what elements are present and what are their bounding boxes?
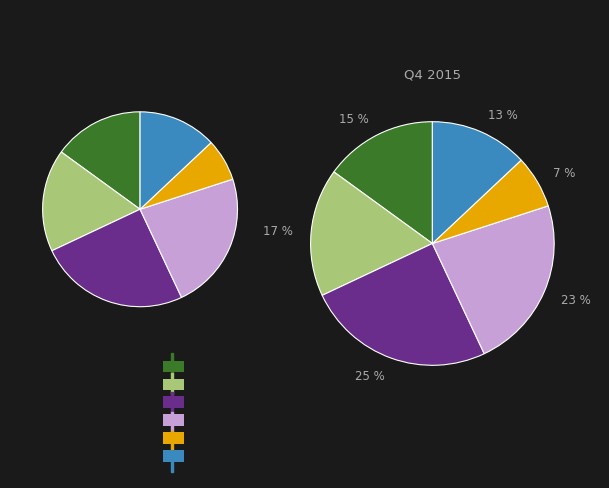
Text: 15 %: 15 % <box>339 113 369 126</box>
Title: Q4 2015: Q4 2015 <box>404 68 461 81</box>
Bar <box>171 451 173 472</box>
Wedge shape <box>334 122 432 244</box>
FancyBboxPatch shape <box>163 397 185 408</box>
Wedge shape <box>62 113 140 210</box>
Text: 17 %: 17 % <box>263 224 293 237</box>
Wedge shape <box>432 122 521 244</box>
FancyBboxPatch shape <box>163 361 185 373</box>
Wedge shape <box>52 210 181 307</box>
Text: 23 %: 23 % <box>561 293 591 306</box>
Wedge shape <box>322 244 484 366</box>
Text: 13 %: 13 % <box>488 109 518 122</box>
FancyBboxPatch shape <box>163 432 185 444</box>
Wedge shape <box>432 161 548 244</box>
Wedge shape <box>311 173 432 296</box>
Wedge shape <box>43 153 140 251</box>
Wedge shape <box>432 206 554 354</box>
Wedge shape <box>140 180 238 298</box>
FancyBboxPatch shape <box>163 450 185 462</box>
Wedge shape <box>140 143 233 210</box>
FancyBboxPatch shape <box>163 379 185 390</box>
Bar <box>171 431 173 453</box>
Bar <box>171 353 173 375</box>
Bar <box>171 392 173 413</box>
Text: 7 %: 7 % <box>553 166 576 179</box>
Bar <box>171 373 173 394</box>
Wedge shape <box>140 113 211 210</box>
Bar <box>171 412 173 433</box>
FancyBboxPatch shape <box>163 415 185 427</box>
Text: 25 %: 25 % <box>355 369 385 382</box>
